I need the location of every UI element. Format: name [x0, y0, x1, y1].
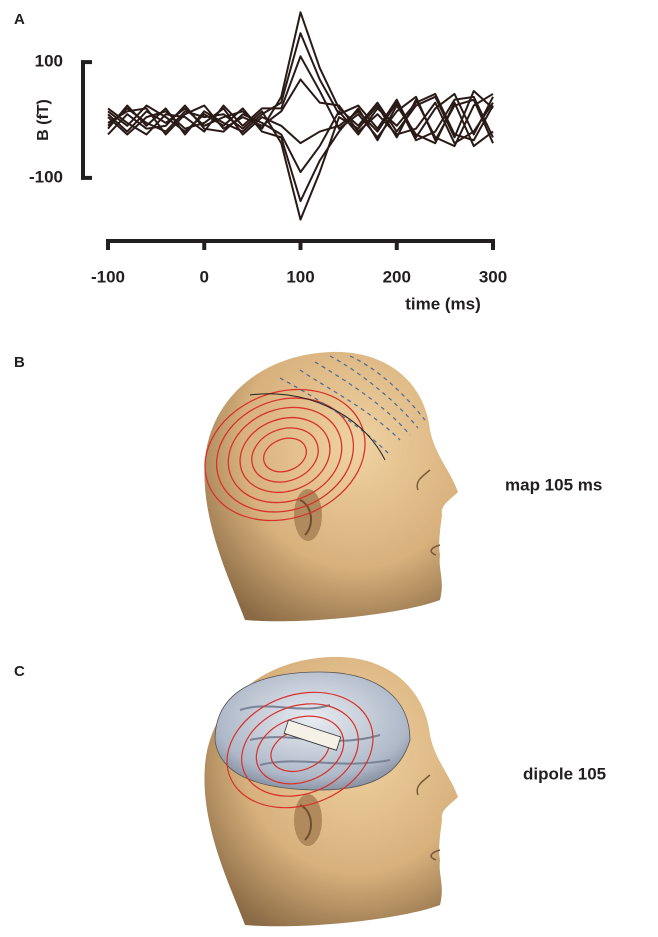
- y-axis-label: B (fT): [35, 99, 52, 141]
- x-tick-label: 100: [286, 267, 314, 286]
- x-tick-label: 200: [383, 267, 411, 286]
- x-axis-label: time (ms): [405, 294, 481, 313]
- head-dipole-image: [204, 657, 458, 926]
- panel-caption: dipole 105: [523, 764, 606, 783]
- x-tick-label: 0: [200, 267, 209, 286]
- x-tick-label: -100: [91, 267, 125, 286]
- head-map-image: [186, 352, 458, 621]
- panel-label: C: [14, 663, 25, 680]
- y-tick-label: -100: [29, 167, 63, 186]
- panel-label: B: [14, 354, 25, 371]
- x-tick-label: 300: [479, 267, 507, 286]
- figure: A -100 100 -100 0 100 200 300 B (fT) time (ms)…: [0, 0, 658, 937]
- panel-label: A: [14, 11, 25, 28]
- trace: [108, 12, 493, 137]
- plot: -100 100 -100 0 100 200 300: [29, 12, 507, 286]
- trace: [108, 103, 493, 201]
- y-tick-label: 100: [35, 52, 63, 71]
- panel-caption: map 105 ms: [505, 475, 602, 494]
